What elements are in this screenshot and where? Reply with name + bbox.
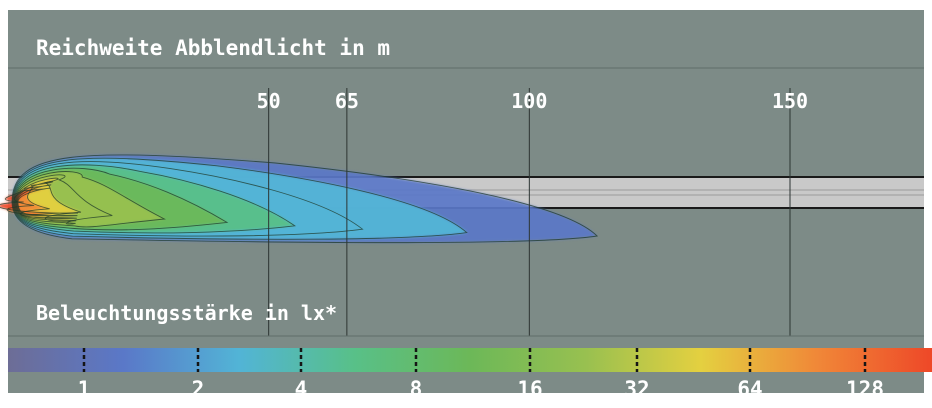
isolux-contour [15, 177, 82, 222]
chart-title: Reichweite Abblendlicht in m [36, 36, 390, 60]
colorbar-tick-label: 8 [410, 377, 423, 401]
distance-tick-labels: 50 65 100 150 [257, 89, 808, 113]
isolux-contour [14, 171, 166, 228]
colorbar-tick-label: 16 [517, 377, 542, 401]
isolux-contour [12, 161, 364, 237]
isolux-contour [13, 164, 296, 234]
isolux-contour [6, 184, 78, 217]
isolux-contour [15, 174, 113, 225]
x-tick-label: 50 [257, 89, 281, 113]
isolux-contour [16, 181, 77, 219]
isolux-contour [12, 157, 468, 240]
isolux-contours [0, 154, 599, 244]
isolux-contour [11, 154, 599, 244]
colorbar-tick-label: 128 [846, 377, 884, 401]
colorbar-tick-label: 32 [624, 377, 649, 401]
isolux-region [16, 181, 77, 219]
x-tick-label: 100 [511, 89, 547, 113]
colorbar-label: Beleuchtungsstärke in lx* [36, 301, 337, 325]
colorbar-strip [8, 348, 932, 372]
distance-gridlines [268, 88, 791, 336]
colorbar-tick-label: 64 [737, 377, 762, 401]
isolux-contour [13, 167, 229, 231]
x-tick-label: 65 [335, 89, 359, 113]
colorbar-tick-label: 2 [192, 377, 205, 401]
x-tick-label: 150 [772, 89, 808, 113]
colorbar-tick-label: 1 [78, 377, 91, 401]
colorbar-tick-label: 4 [295, 377, 308, 401]
isolux-contour [0, 187, 79, 215]
colorbar: 1 2 4 8 16 32 64 128 [8, 335, 932, 401]
